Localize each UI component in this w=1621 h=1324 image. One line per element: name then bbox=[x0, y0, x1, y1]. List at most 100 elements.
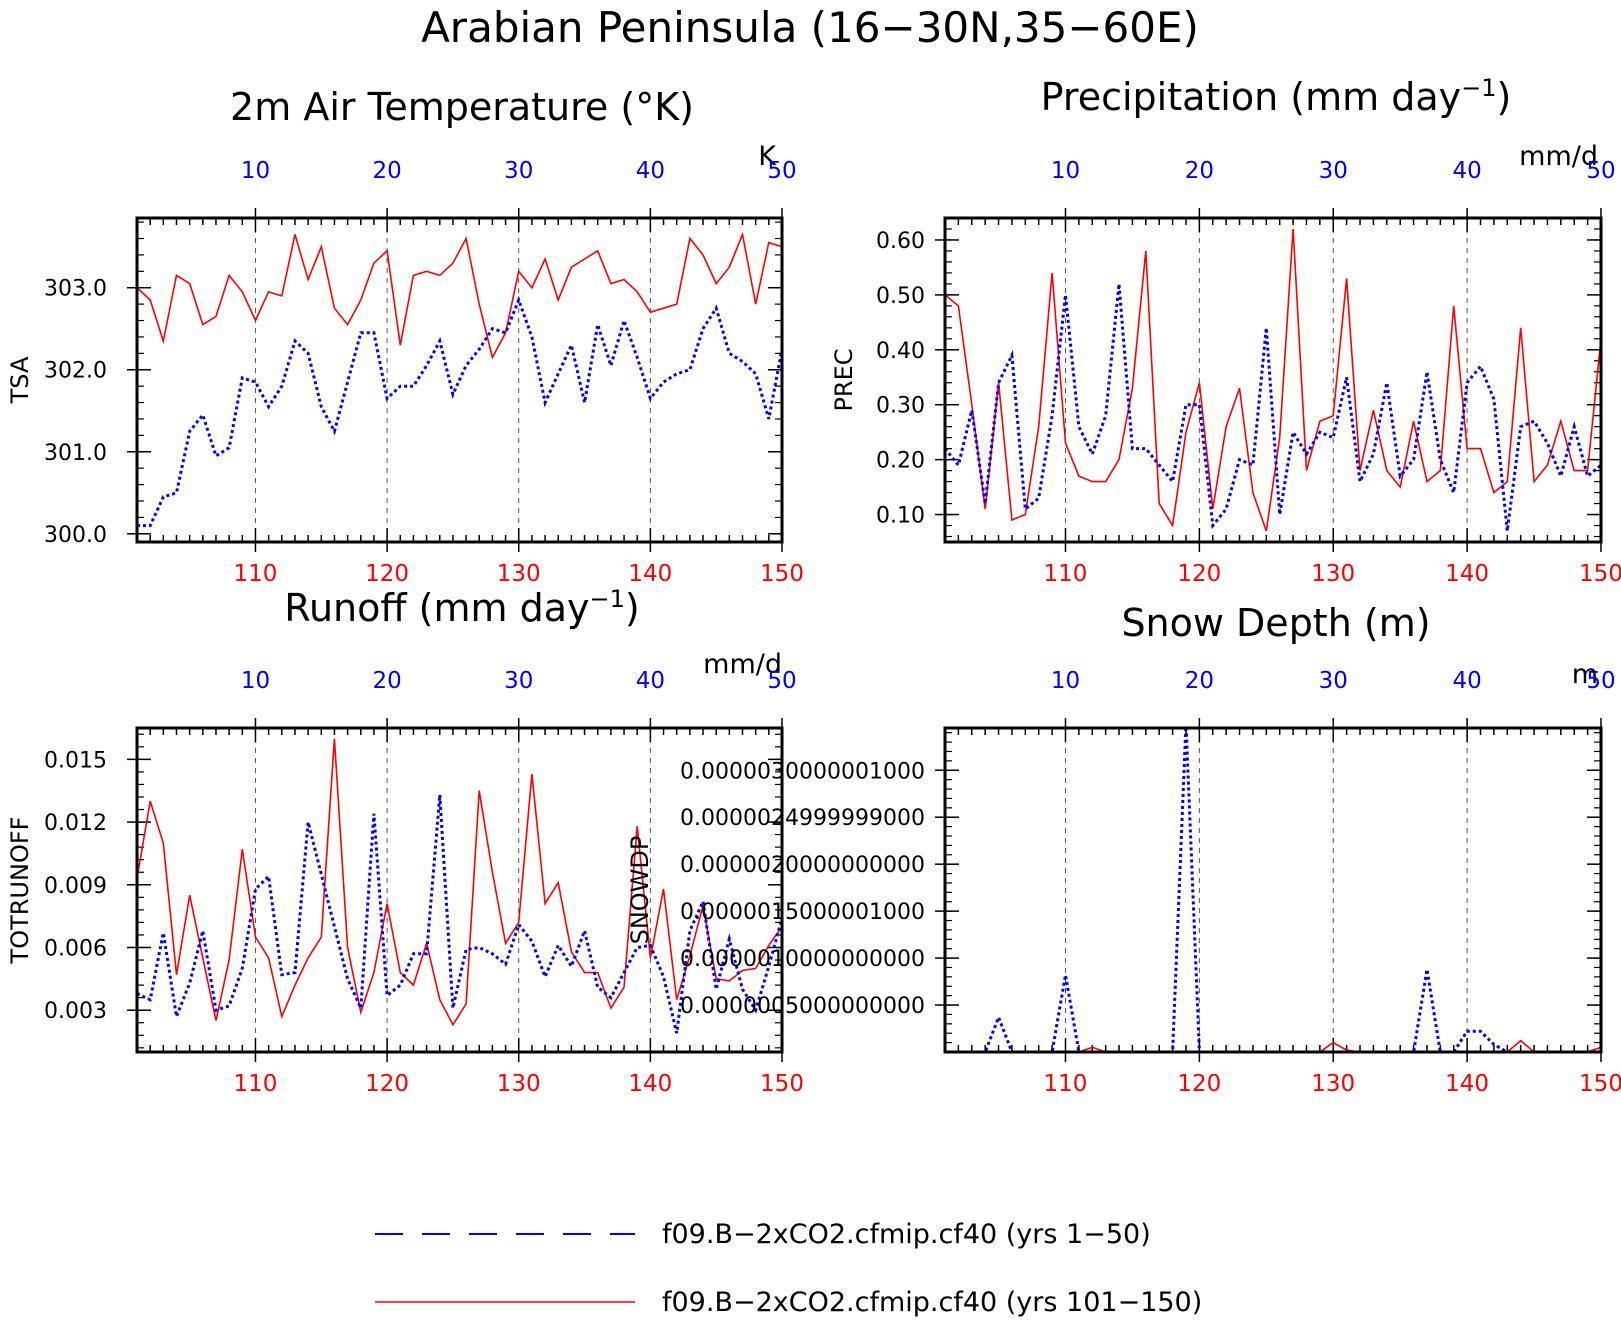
panel-title-text: 2m Air Temperature (°K) bbox=[230, 85, 694, 129]
panel-title-text: Runoff (mm day bbox=[284, 586, 589, 630]
y-tick-label: 301.0 bbox=[44, 441, 107, 466]
y-tick-label: 0.0000030000001000 bbox=[680, 759, 925, 784]
y-tick-label: 303.0 bbox=[44, 277, 107, 302]
x-tick-label-top: 20 bbox=[1185, 158, 1214, 184]
y-tick-label: 302.0 bbox=[44, 359, 107, 384]
x-tick-label-top: 20 bbox=[1185, 668, 1214, 694]
panel-title-end: ) bbox=[1497, 75, 1512, 119]
y-tick-label: 0.006 bbox=[44, 936, 107, 961]
plot-frame bbox=[943, 726, 1603, 1054]
panel-title: 2m Air Temperature (°K) bbox=[230, 85, 694, 129]
y-tick-label: 0.0000015000001000 bbox=[680, 900, 925, 925]
y-tick-label: 0.003 bbox=[44, 999, 107, 1024]
x-tick-label-bottom: 120 bbox=[1177, 1071, 1221, 1097]
x-tick-label-bottom: 140 bbox=[628, 1071, 672, 1097]
units-label: m bbox=[1572, 659, 1598, 690]
y-tick-label: 0.10 bbox=[876, 504, 925, 529]
x-tick-label-bottom: 120 bbox=[365, 1071, 409, 1097]
y-tick-label: 0.60 bbox=[876, 229, 925, 254]
x-tick-label-top: 40 bbox=[636, 668, 665, 694]
x-tick-label-bottom: 120 bbox=[365, 561, 409, 587]
panel-title-superscript: −1 bbox=[590, 585, 625, 613]
x-tick-label-bottom: 130 bbox=[497, 561, 541, 587]
x-tick-label-bottom: 120 bbox=[1177, 561, 1221, 587]
x-tick-label-bottom: 110 bbox=[234, 561, 278, 587]
panel-4: Snow Depth (m) m SNOWDP 110 10 120 20 130 30 140 4… bbox=[626, 601, 1621, 1097]
x-tick-label-bottom: 130 bbox=[497, 1071, 541, 1097]
x-tick-label-bottom: 140 bbox=[1445, 1071, 1489, 1097]
panel-2: Precipitation (mm day−1)mm/d PREC 110 10 120… bbox=[830, 74, 1621, 587]
panel-title-text: Precipitation (mm day bbox=[1041, 75, 1461, 119]
legend: f09.B−2xCO2.cfmip.cf40 (yrs 1−50) f09.B−… bbox=[375, 1219, 1202, 1318]
y-axis-label: PREC bbox=[830, 348, 858, 411]
series-line-yrs-1-50 bbox=[137, 794, 782, 1034]
panel-title-text: Snow Depth (m) bbox=[1121, 601, 1430, 645]
x-tick-label-top: 30 bbox=[504, 158, 533, 184]
x-tick-label-top: 40 bbox=[636, 158, 665, 184]
y-tick-label: 0.012 bbox=[44, 811, 107, 836]
series-line-yrs-1-50 bbox=[137, 295, 782, 528]
series-line-yrs-101-150 bbox=[137, 231, 782, 360]
x-tick-label-bottom: 110 bbox=[234, 1071, 278, 1097]
legend-label-series-b: f09.B−2xCO2.cfmip.cf40 (yrs 101−150) bbox=[662, 1287, 1202, 1318]
y-tick-label: 0.0000024999999000 bbox=[680, 806, 925, 831]
y-tick-label: 0.015 bbox=[44, 748, 107, 773]
y-tick-label: 0.0000005000000000 bbox=[680, 994, 925, 1019]
x-tick-label-bottom: 110 bbox=[1044, 561, 1088, 587]
x-tick-label-bottom: 150 bbox=[1579, 1071, 1621, 1097]
panels: 2m Air Temperature (°K) K TSA 110 10 120 20 130… bbox=[6, 74, 1621, 1097]
x-tick-label-top: 40 bbox=[1452, 158, 1481, 184]
x-tick-label-top: 10 bbox=[1051, 668, 1080, 694]
x-tick-label-bottom: 130 bbox=[1311, 1071, 1355, 1097]
plot-frame bbox=[943, 216, 1603, 544]
units-label: mm/d bbox=[703, 649, 782, 680]
panel-3: Runoff (mm day−1) mm/d TOTRUNOFF 110 10 120 20… bbox=[6, 585, 804, 1097]
panel-1: 2m Air Temperature (°K) K TSA 110 10 120 20 130… bbox=[6, 85, 804, 587]
y-tick-label: 0.50 bbox=[876, 284, 925, 309]
x-tick-label-top: 30 bbox=[1319, 668, 1348, 694]
panel-title: Snow Depth (m) bbox=[1121, 601, 1430, 645]
y-axis-label: TSA bbox=[6, 356, 34, 404]
x-tick-label-bottom: 150 bbox=[1579, 561, 1621, 587]
y-tick-label: 0.30 bbox=[876, 394, 925, 419]
panel-title-end: ) bbox=[625, 586, 640, 630]
y-axis-label: TOTRUNOFF bbox=[6, 817, 34, 965]
y-tick-label: 0.20 bbox=[876, 449, 925, 474]
y-axis-label: SNOWDP bbox=[626, 836, 654, 945]
panel-title-superscript: −1 bbox=[1461, 74, 1496, 102]
units-label: K bbox=[758, 141, 777, 172]
x-tick-label-top: 30 bbox=[504, 668, 533, 694]
series-line-yrs-101-150 bbox=[945, 228, 1601, 532]
x-tick-label-top: 40 bbox=[1452, 668, 1481, 694]
x-tick-label-top: 10 bbox=[1051, 158, 1080, 184]
panel-title: Precipitation (mm day−1) bbox=[1041, 74, 1512, 119]
figure-title: Arabian Peninsula (16−30N,35−60E) bbox=[421, 3, 1199, 52]
x-tick-label-bottom: 140 bbox=[1445, 561, 1489, 587]
panel-title: Runoff (mm day−1) bbox=[284, 585, 639, 630]
x-tick-label-top: 20 bbox=[372, 668, 401, 694]
series-line-yrs-101-150 bbox=[137, 738, 782, 1027]
y-tick-label: 300.0 bbox=[44, 523, 107, 548]
units-label: mm/d bbox=[1519, 141, 1598, 172]
y-tick-label: 0.0000020000000000 bbox=[680, 853, 925, 878]
x-tick-label-top: 50 bbox=[767, 668, 796, 694]
legend-label-series-a: f09.B−2xCO2.cfmip.cf40 (yrs 1−50) bbox=[662, 1219, 1151, 1250]
x-tick-label-top: 10 bbox=[241, 668, 270, 694]
x-tick-label-bottom: 140 bbox=[628, 561, 672, 587]
x-tick-label-bottom: 130 bbox=[1311, 561, 1355, 587]
y-tick-label: 0.40 bbox=[876, 339, 925, 364]
plot-frame bbox=[135, 216, 784, 544]
x-tick-label-top: 50 bbox=[1586, 158, 1615, 184]
x-tick-label-top: 10 bbox=[241, 158, 270, 184]
series-line-yrs-1-50 bbox=[945, 283, 1601, 532]
y-tick-label: 0.0000010000000000 bbox=[680, 947, 925, 972]
plot-frame bbox=[135, 726, 784, 1054]
y-tick-label: 0.009 bbox=[44, 874, 107, 899]
x-tick-label-top: 50 bbox=[1586, 668, 1615, 694]
x-tick-label-top: 50 bbox=[767, 158, 796, 184]
x-tick-label-top: 20 bbox=[372, 158, 401, 184]
x-tick-label-bottom: 150 bbox=[760, 1071, 804, 1097]
x-tick-label-top: 30 bbox=[1319, 158, 1348, 184]
